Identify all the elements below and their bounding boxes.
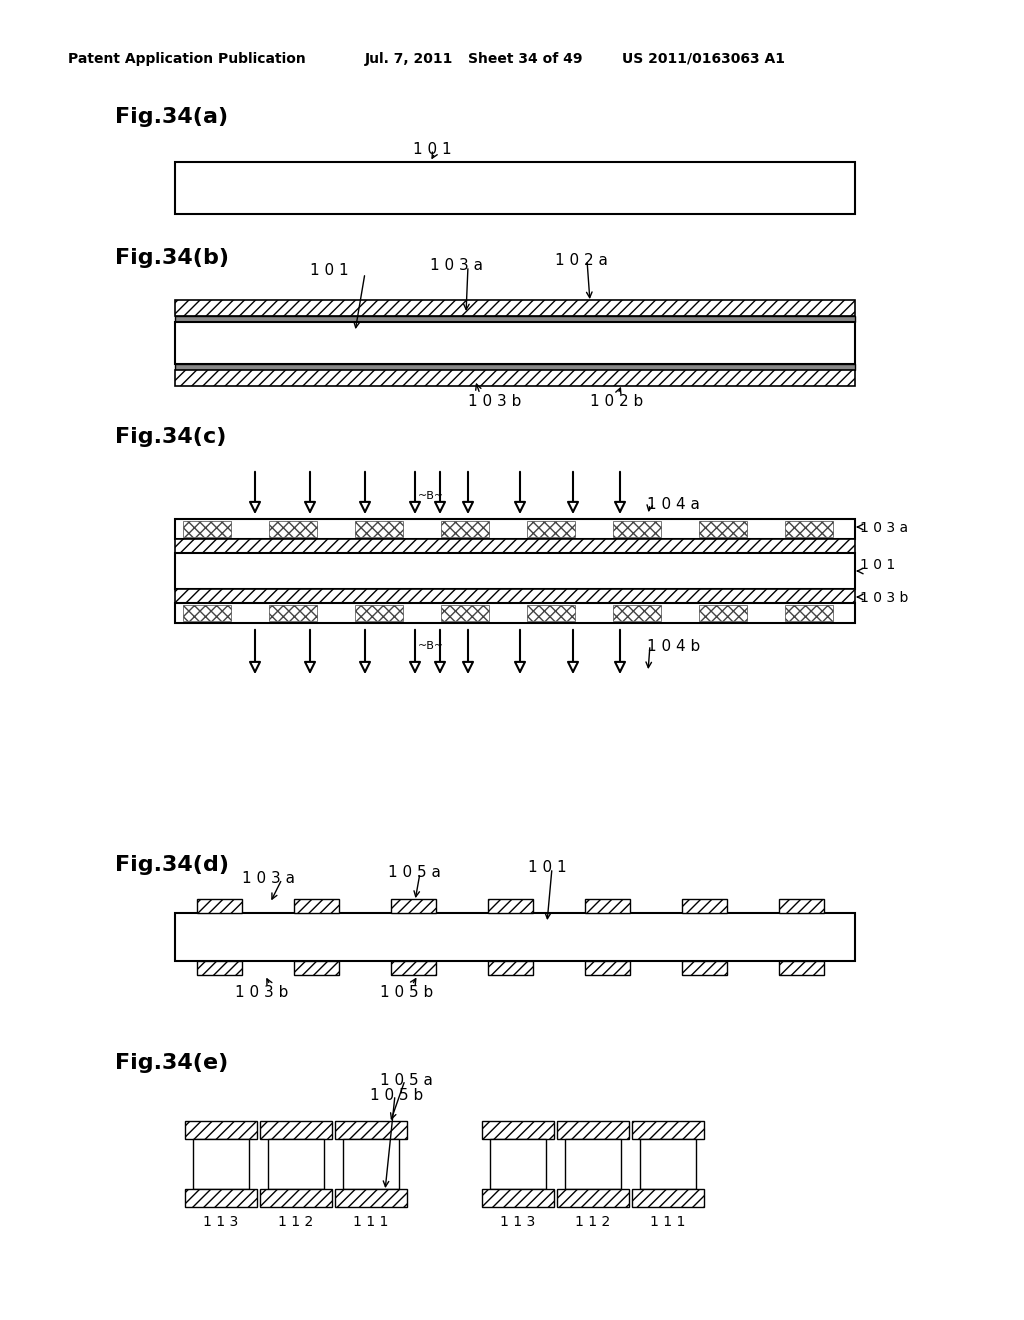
Text: 1 0 3 a: 1 0 3 a: [242, 871, 295, 886]
Bar: [294, 899, 339, 913]
Bar: [343, 1139, 399, 1189]
Bar: [175, 364, 855, 370]
Bar: [269, 521, 317, 537]
Bar: [355, 605, 403, 620]
Bar: [640, 1139, 696, 1189]
Bar: [183, 521, 231, 537]
Text: 1 0 5 b: 1 0 5 b: [380, 985, 433, 1001]
Bar: [175, 322, 855, 364]
Bar: [269, 605, 317, 620]
Text: 1 0 1: 1 0 1: [528, 861, 566, 875]
Bar: [175, 603, 855, 623]
Bar: [175, 589, 855, 603]
Text: Fig.34(e): Fig.34(e): [115, 1053, 228, 1073]
Bar: [490, 1139, 546, 1189]
Bar: [632, 1189, 705, 1206]
Bar: [682, 961, 727, 975]
Bar: [482, 1121, 554, 1139]
Bar: [391, 961, 436, 975]
Text: Fig.34(d): Fig.34(d): [115, 855, 229, 875]
Text: 1 0 3 b: 1 0 3 b: [860, 591, 908, 605]
Text: 1 1 2: 1 1 2: [575, 1214, 610, 1229]
Text: ~B~: ~B~: [418, 642, 444, 651]
Text: Jul. 7, 2011: Jul. 7, 2011: [365, 51, 454, 66]
Bar: [294, 961, 339, 975]
Bar: [175, 539, 855, 553]
Text: 1 1 3: 1 1 3: [501, 1214, 536, 1229]
Bar: [585, 899, 630, 913]
Bar: [175, 553, 855, 589]
Text: 1 1 2: 1 1 2: [279, 1214, 313, 1229]
Bar: [557, 1121, 629, 1139]
Text: 1 0 1: 1 0 1: [413, 143, 452, 157]
Text: 1 0 3 b: 1 0 3 b: [468, 393, 521, 409]
Bar: [355, 521, 403, 537]
Text: 1 1 1: 1 1 1: [650, 1214, 686, 1229]
Bar: [391, 899, 436, 913]
Bar: [613, 605, 662, 620]
Bar: [488, 899, 534, 913]
Bar: [260, 1189, 332, 1206]
Bar: [175, 315, 855, 322]
Bar: [527, 605, 575, 620]
Bar: [441, 521, 489, 537]
Text: 1 1 3: 1 1 3: [204, 1214, 239, 1229]
Text: 1 0 2 b: 1 0 2 b: [590, 393, 643, 409]
Text: 1 0 5 a: 1 0 5 a: [380, 1073, 433, 1088]
Text: 1 0 4 b: 1 0 4 b: [647, 639, 700, 653]
Bar: [488, 961, 534, 975]
Bar: [527, 521, 575, 537]
Text: US 2011/0163063 A1: US 2011/0163063 A1: [622, 51, 785, 66]
Bar: [699, 521, 746, 537]
Bar: [197, 899, 242, 913]
Bar: [175, 519, 855, 539]
Text: Fig.34(a): Fig.34(a): [115, 107, 228, 127]
Text: 1 0 1: 1 0 1: [860, 558, 895, 572]
Bar: [441, 605, 489, 620]
Text: 1 0 3 b: 1 0 3 b: [234, 985, 289, 1001]
Text: ~B~: ~B~: [418, 491, 444, 502]
Bar: [185, 1121, 257, 1139]
Text: 1 0 1: 1 0 1: [310, 263, 348, 279]
Bar: [779, 899, 824, 913]
Bar: [785, 605, 833, 620]
Text: Fig.34(c): Fig.34(c): [115, 426, 226, 447]
Bar: [613, 521, 662, 537]
Bar: [557, 1189, 629, 1206]
Text: 1 0 2 a: 1 0 2 a: [555, 253, 608, 268]
Text: 1 0 5 a: 1 0 5 a: [388, 865, 441, 880]
Text: 1 0 4 a: 1 0 4 a: [647, 498, 699, 512]
Text: Sheet 34 of 49: Sheet 34 of 49: [468, 51, 583, 66]
Bar: [268, 1139, 324, 1189]
Text: 1 1 1: 1 1 1: [353, 1214, 389, 1229]
Bar: [197, 961, 242, 975]
Text: 1 0 5 b: 1 0 5 b: [370, 1088, 423, 1104]
Bar: [585, 961, 630, 975]
Bar: [632, 1121, 705, 1139]
Bar: [175, 300, 855, 315]
Bar: [565, 1139, 621, 1189]
Bar: [175, 913, 855, 961]
Bar: [785, 521, 833, 537]
Bar: [335, 1121, 407, 1139]
Text: Patent Application Publication: Patent Application Publication: [68, 51, 306, 66]
Bar: [335, 1189, 407, 1206]
Bar: [682, 899, 727, 913]
Bar: [183, 605, 231, 620]
Bar: [260, 1121, 332, 1139]
Bar: [175, 370, 855, 385]
Bar: [175, 162, 855, 214]
Bar: [482, 1189, 554, 1206]
Bar: [779, 961, 824, 975]
Text: 1 0 3 a: 1 0 3 a: [430, 257, 483, 273]
Text: Fig.34(b): Fig.34(b): [115, 248, 229, 268]
Text: 1 0 3 a: 1 0 3 a: [860, 521, 908, 535]
Bar: [193, 1139, 249, 1189]
Bar: [699, 605, 746, 620]
Bar: [185, 1189, 257, 1206]
